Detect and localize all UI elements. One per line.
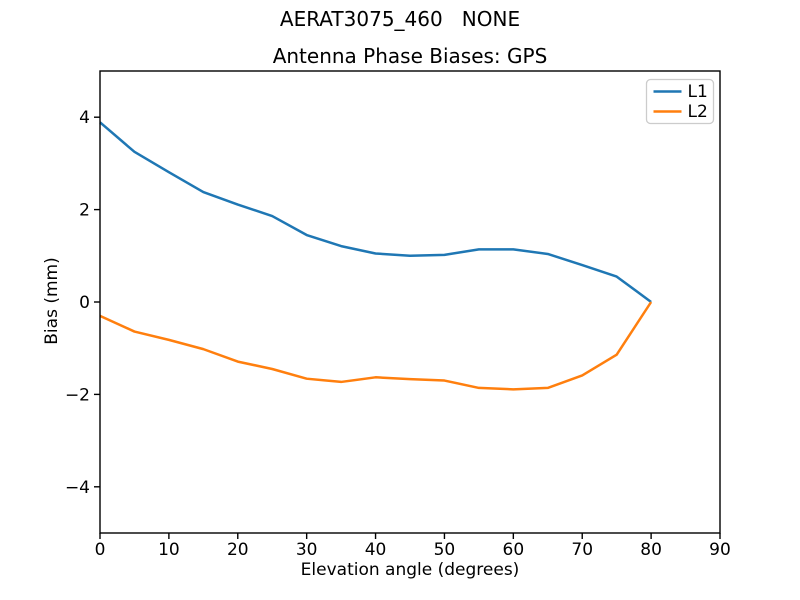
- x-tick-label: 40: [365, 540, 387, 560]
- legend-label-l1: L1: [688, 82, 708, 102]
- x-tick-label: 50: [434, 540, 456, 560]
- x-tick-label: 10: [158, 540, 180, 560]
- y-tick-label: 4: [79, 108, 90, 128]
- x-tick-label: 60: [503, 540, 525, 560]
- series-line-l2: [99, 301, 653, 391]
- x-tick-label: 20: [227, 540, 249, 560]
- x-tick-label: 70: [571, 540, 593, 560]
- x-tick-label: 30: [296, 540, 318, 560]
- series-group: [99, 121, 653, 391]
- x-tick-label: 0: [95, 540, 106, 560]
- axes-spines: [99, 70, 721, 534]
- x-tick-label: 80: [640, 540, 662, 560]
- y-tick-label: −2: [65, 385, 90, 405]
- y-tick-label: −4: [65, 478, 90, 498]
- y-axis-label: Bias (mm): [42, 257, 62, 345]
- x-axis: 0 10 20 30 40 50 60 70 80 90: [95, 533, 731, 560]
- axes-title: Antenna Phase Biases: GPS: [272, 44, 548, 68]
- figure-suptitle: AERAT3075_460 NONE: [279, 7, 521, 31]
- y-tick-label: 2: [79, 201, 90, 221]
- series-line-l1: [99, 121, 652, 304]
- y-tick-label: 0: [79, 293, 90, 313]
- y-axis: −4 −2 0 2 4: [65, 108, 100, 498]
- x-tick-label: 90: [709, 540, 731, 560]
- legend-label-l2: L2: [688, 102, 708, 122]
- x-axis-label: Elevation angle (degrees): [300, 560, 520, 580]
